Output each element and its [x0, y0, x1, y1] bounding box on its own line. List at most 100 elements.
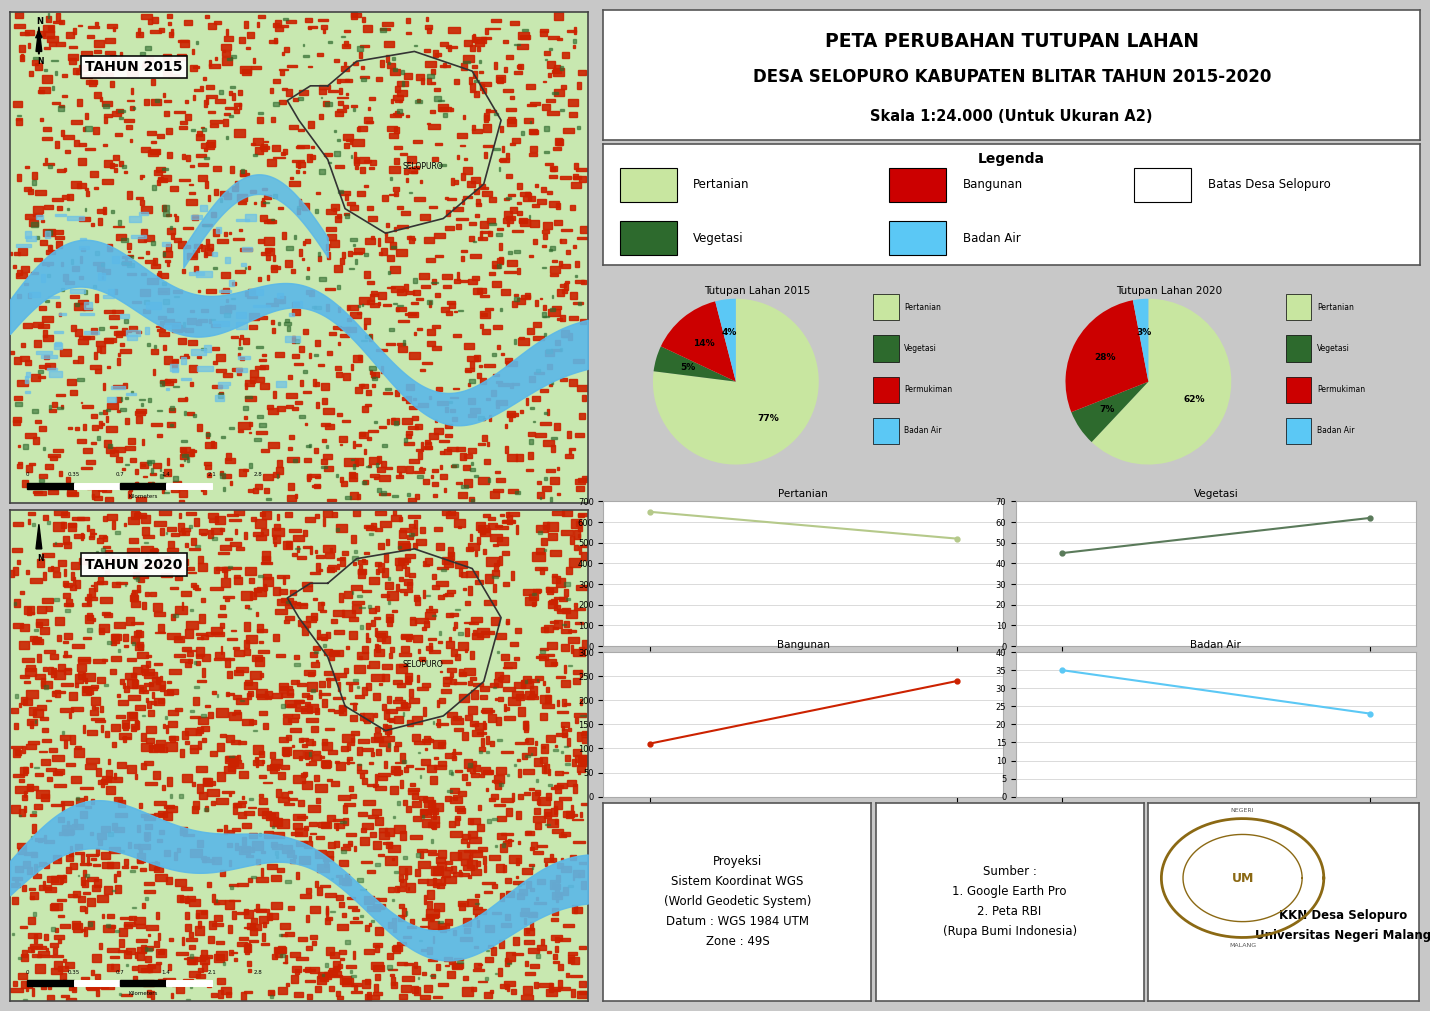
Bar: [358, 594, 362, 598]
Bar: [239, 103, 240, 108]
Bar: [499, 244, 502, 250]
Bar: [41, 136, 53, 140]
Bar: [220, 191, 229, 196]
Bar: [279, 934, 282, 936]
Bar: [398, 90, 408, 96]
Bar: [398, 289, 406, 295]
Bar: [122, 737, 130, 738]
Bar: [380, 27, 386, 32]
Bar: [573, 39, 576, 43]
Bar: [508, 512, 519, 516]
Bar: [296, 546, 299, 552]
Bar: [100, 263, 104, 266]
Bar: [47, 274, 50, 277]
Bar: [523, 721, 528, 729]
Bar: [214, 395, 225, 401]
Bar: [450, 613, 458, 617]
Bar: [136, 924, 144, 928]
Bar: [245, 623, 250, 631]
Bar: [256, 366, 265, 369]
Bar: [147, 398, 150, 402]
Bar: [316, 401, 319, 408]
Bar: [282, 694, 293, 698]
Bar: [106, 426, 117, 432]
Bar: [317, 822, 329, 827]
Bar: [51, 86, 54, 90]
Bar: [545, 625, 552, 632]
Bar: [423, 895, 426, 904]
Bar: [109, 556, 119, 562]
Bar: [116, 457, 123, 462]
Bar: [358, 312, 362, 314]
Bar: [182, 449, 186, 455]
Bar: [293, 775, 305, 784]
Bar: [438, 983, 448, 986]
Bar: [312, 941, 316, 944]
Bar: [410, 919, 413, 924]
Bar: [124, 859, 129, 864]
Bar: [405, 73, 412, 79]
Bar: [323, 644, 326, 647]
Bar: [425, 61, 436, 67]
Bar: [569, 379, 578, 385]
Bar: [134, 513, 140, 517]
Bar: [184, 411, 186, 416]
Bar: [402, 565, 406, 568]
Bar: [162, 282, 166, 285]
Bar: [406, 396, 412, 403]
Bar: [63, 581, 67, 585]
Bar: [204, 252, 207, 258]
Bar: [122, 329, 127, 336]
Bar: [508, 488, 518, 493]
Bar: [237, 812, 246, 818]
Bar: [479, 71, 482, 74]
Bar: [174, 636, 183, 642]
Bar: [245, 396, 252, 397]
Bar: [72, 266, 79, 271]
Bar: [563, 812, 573, 817]
Bar: [233, 238, 245, 240]
Bar: [93, 863, 100, 865]
Bar: [23, 999, 27, 1001]
Bar: [333, 610, 345, 617]
Bar: [372, 236, 375, 240]
Bar: [152, 17, 157, 23]
Bar: [562, 288, 568, 293]
Bar: [503, 841, 509, 843]
Bar: [466, 571, 478, 577]
Bar: [200, 955, 212, 958]
Bar: [506, 891, 513, 897]
Bar: [533, 372, 543, 374]
Bar: [10, 570, 14, 577]
Bar: [347, 306, 350, 309]
Bar: [169, 408, 174, 411]
Bar: [33, 437, 39, 444]
Bar: [337, 795, 350, 800]
Bar: [106, 447, 114, 453]
Bar: [483, 124, 490, 131]
Bar: [340, 850, 346, 853]
Bar: [237, 801, 246, 804]
Bar: [143, 542, 147, 543]
Bar: [395, 697, 402, 701]
Bar: [102, 276, 103, 279]
Bar: [346, 646, 349, 649]
Bar: [39, 376, 44, 378]
Bar: [136, 482, 139, 484]
Bar: [229, 925, 232, 933]
Bar: [183, 454, 187, 458]
Bar: [323, 407, 335, 413]
Bar: [368, 215, 378, 221]
Bar: [164, 716, 167, 719]
Bar: [70, 693, 77, 701]
Bar: [479, 184, 485, 188]
Bar: [385, 711, 389, 719]
Bar: [34, 63, 41, 70]
Bar: [230, 542, 242, 546]
Bar: [478, 47, 480, 51]
Bar: [36, 964, 46, 973]
Bar: [353, 703, 356, 710]
Bar: [220, 623, 225, 628]
Bar: [418, 687, 428, 691]
Bar: [197, 289, 200, 292]
